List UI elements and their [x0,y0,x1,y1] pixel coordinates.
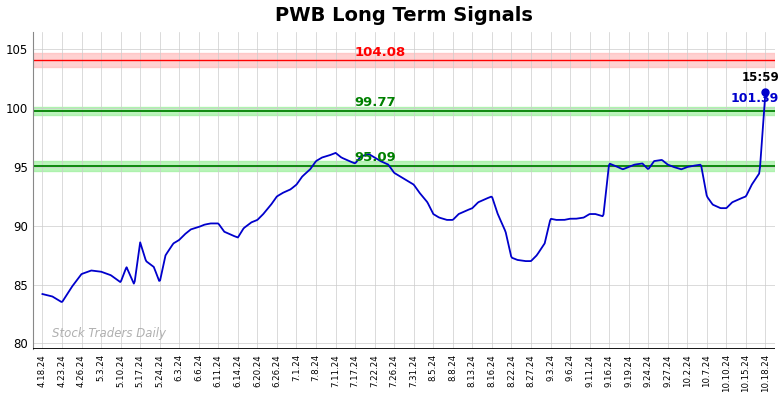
Bar [33,107,775,115]
Bar [33,53,775,67]
Text: 95.09: 95.09 [354,152,396,164]
Text: 15:59: 15:59 [742,71,779,84]
Bar [33,161,775,171]
Text: 104.08: 104.08 [354,46,405,59]
Text: 101.39: 101.39 [731,92,779,105]
Text: Stock Traders Daily: Stock Traders Daily [53,327,166,340]
Text: 99.77: 99.77 [354,96,396,109]
Title: PWB Long Term Signals: PWB Long Term Signals [275,6,533,25]
